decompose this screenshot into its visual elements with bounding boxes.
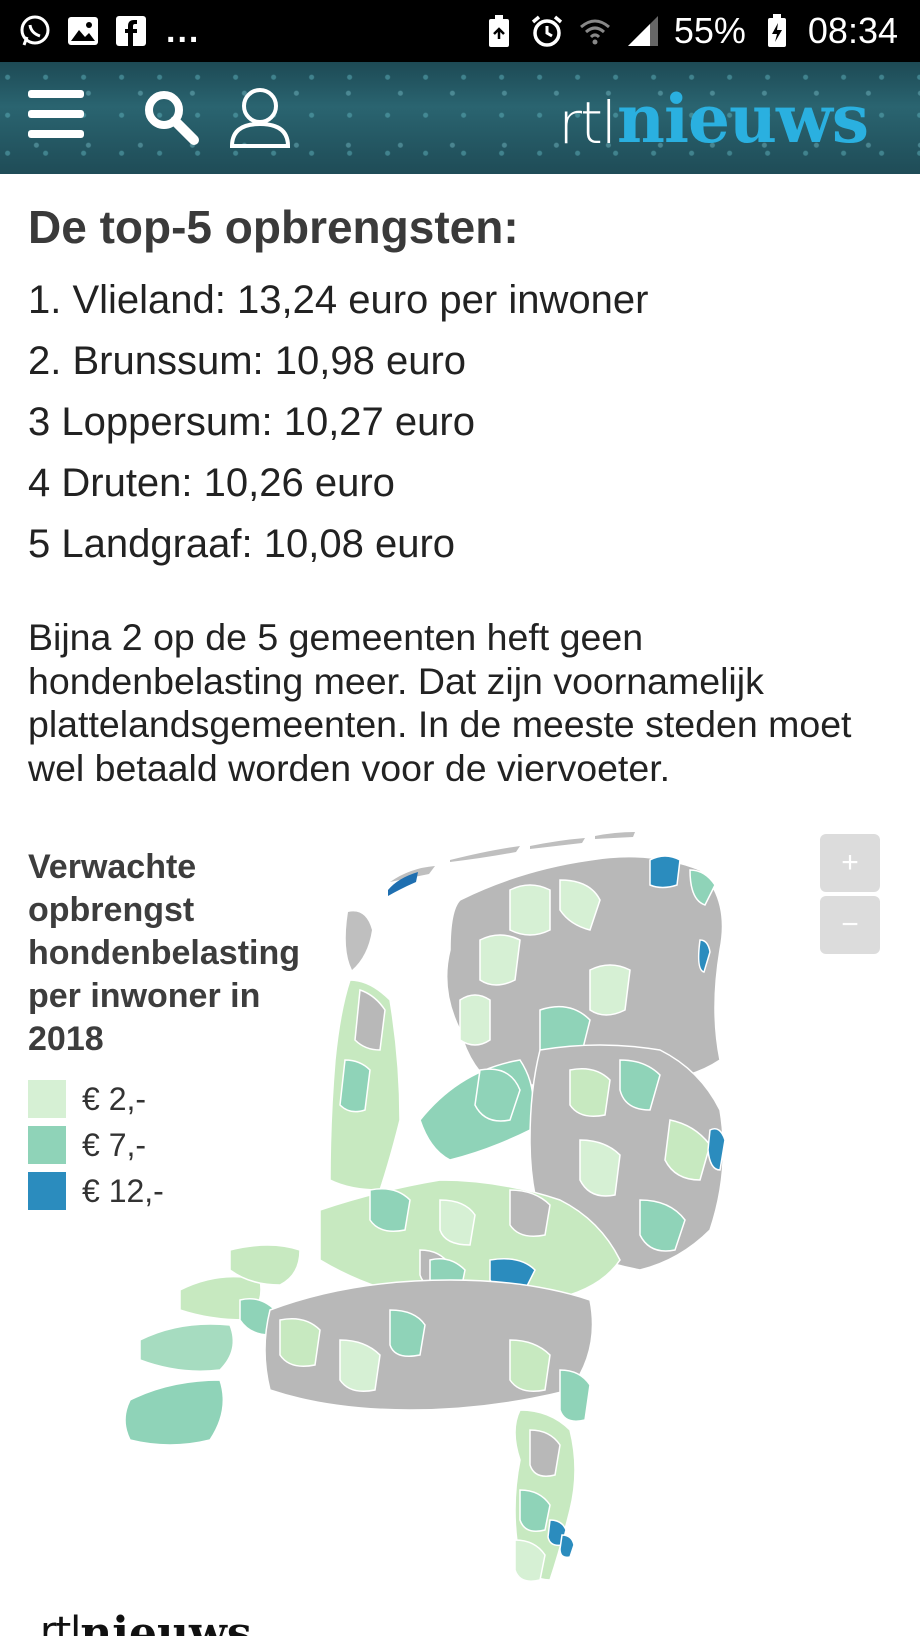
rtl-nieuws-logo[interactable]: rtl nieuws	[558, 80, 869, 158]
battery-saver-icon	[482, 14, 516, 48]
map-region[interactable]	[689, 869, 716, 906]
map-region[interactable]	[619, 1059, 661, 1111]
legend-label: € 7,-	[82, 1126, 147, 1163]
list-item: 3 Loppersum: 10,27 euro	[28, 400, 475, 444]
notification-overflow: ...	[166, 11, 201, 50]
map-region[interactable]	[579, 1139, 621, 1197]
article-paragraph: Bijna 2 op de 5 gemeenten heft geen hond…	[28, 616, 852, 789]
legend-item: € 7,-	[28, 1122, 164, 1168]
logo-rtl-text: rtl	[558, 89, 617, 157]
whatsapp-icon	[18, 14, 52, 48]
map-region[interactable]	[509, 884, 551, 936]
legend-swatch	[28, 1126, 66, 1164]
signal-icon	[626, 14, 660, 48]
vlieland-region[interactable]	[388, 872, 418, 896]
wadden-island[interactable]	[595, 832, 635, 839]
map-region[interactable]	[229, 1244, 301, 1286]
footer-logo-nieuws: nieuws	[80, 1612, 251, 1636]
map-region[interactable]	[707, 1128, 726, 1171]
map-region[interactable]	[529, 1429, 561, 1477]
map-region[interactable]	[139, 1323, 235, 1372]
map-region[interactable]	[279, 1318, 321, 1367]
map-region[interactable]	[354, 988, 386, 1051]
list-item: 4 Druten: 10,26 euro	[28, 461, 395, 505]
map-region[interactable]	[569, 1068, 611, 1117]
section-heading: De top-5 opbrengsten:	[28, 201, 519, 253]
map-region[interactable]	[389, 1309, 426, 1357]
list-item: 2. Brunssum: 10,98 euro	[28, 339, 467, 383]
map-region[interactable]	[559, 879, 601, 931]
map-region[interactable]	[339, 1339, 381, 1392]
map-region[interactable]	[514, 1539, 546, 1582]
wadden-island[interactable]	[450, 846, 520, 862]
legend-item: € 2,-	[28, 1076, 164, 1122]
choropleth-map-widget[interactable]: Verwachte opbrengst hondenbelasting per …	[0, 800, 920, 1600]
footer-logo-rtl: rtl	[40, 1612, 81, 1636]
gallery-icon	[66, 14, 100, 48]
legend-label: € 2,-	[82, 1080, 147, 1117]
map-region[interactable]	[339, 1059, 371, 1113]
clock: 08:34	[807, 10, 898, 51]
footer-logo[interactable]: rtl nieuws	[40, 1612, 252, 1636]
status-bar: ... 55% 08:34	[0, 0, 920, 62]
legend-swatch	[28, 1080, 66, 1118]
user-icon[interactable]	[228, 84, 292, 150]
wifi-icon	[578, 14, 612, 48]
landgraaf-region[interactable]	[559, 1534, 575, 1559]
map-region[interactable]	[664, 1119, 711, 1181]
menu-icon[interactable]	[28, 90, 84, 138]
map-region[interactable]	[439, 1199, 476, 1246]
zoom-out-button[interactable]: −	[820, 896, 880, 954]
texel-region[interactable]	[345, 911, 372, 970]
map-region[interactable]	[519, 1489, 551, 1532]
map-region[interactable]	[639, 1199, 686, 1252]
map-region[interactable]	[479, 934, 521, 986]
map-region[interactable]	[559, 1369, 591, 1422]
map-region[interactable]	[369, 1188, 411, 1232]
top5-list: 1. Vlieland: 13,24 euro per inwoner 2. B…	[28, 270, 648, 575]
map-region-flevoland[interactable]	[419, 1059, 535, 1161]
map-region[interactable]	[589, 964, 631, 1016]
map-region[interactable]	[509, 1189, 551, 1237]
battery-percentage: 55%	[673, 10, 746, 51]
legend-title: Verwachte opbrengst hondenbelasting per …	[28, 848, 300, 1058]
map-region[interactable]	[509, 1339, 551, 1392]
app-header: rtl nieuws	[0, 62, 920, 174]
legend-item: € 12,-	[28, 1168, 164, 1214]
search-icon[interactable]	[140, 86, 200, 146]
map-region[interactable]	[697, 939, 711, 973]
legend-label: € 12,-	[82, 1172, 164, 1209]
map-legend: € 2,- € 7,- € 12,-	[28, 1076, 164, 1214]
zoom-in-button[interactable]: +	[820, 834, 880, 892]
loppersum-region[interactable]	[649, 855, 681, 889]
netherlands-map[interactable]	[120, 820, 780, 1590]
list-item: 1. Vlieland: 13,24 euro per inwoner	[28, 278, 649, 322]
legend-swatch	[28, 1172, 66, 1210]
list-item: 5 Landgraaf: 10,08 euro	[28, 522, 456, 566]
logo-nieuws-text: nieuws	[616, 80, 869, 158]
alarm-icon	[530, 14, 564, 48]
wadden-island[interactable]	[530, 838, 585, 849]
map-region-zeeland[interactable]	[124, 1379, 225, 1446]
battery-icon	[760, 14, 794, 48]
map-region[interactable]	[459, 994, 491, 1046]
map-region[interactable]	[474, 1068, 521, 1122]
facebook-icon	[114, 14, 148, 48]
